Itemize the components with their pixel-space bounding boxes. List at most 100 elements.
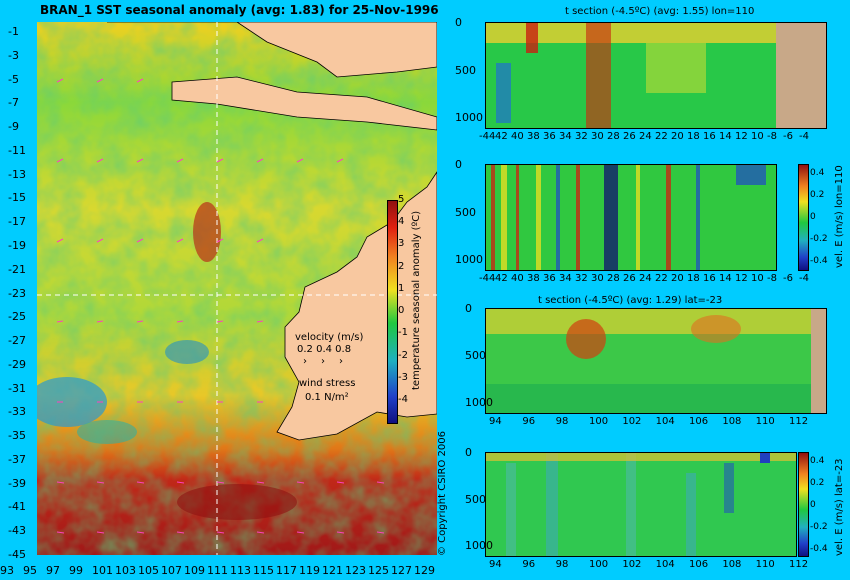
sst-colorbar-tick: -4 (398, 394, 408, 405)
latitude-tick: -17 (8, 215, 26, 229)
longitude-tick: 125 (368, 564, 389, 577)
section-x-tick: 10 (751, 273, 764, 284)
sst-colorbar-tick: 2 (398, 260, 405, 272)
section-x-tick: -4 (799, 273, 809, 284)
latitude-tick: -39 (8, 476, 26, 490)
section-x-tick: 104 (655, 416, 675, 427)
latitude-tick: -13 (8, 167, 26, 181)
section-x-tick: 16 (703, 273, 716, 284)
sst-colorbar-tick: 0 (398, 305, 405, 317)
latitude-tick: -23 (8, 286, 26, 300)
latitude-tick: -41 (8, 500, 26, 514)
longitude-tick: 111 (207, 564, 228, 577)
section-x-tick: 10 (751, 131, 764, 142)
vel-colorbar-tick: 0 (810, 212, 816, 222)
section-x-tick: 38 (527, 273, 540, 284)
vel-colorbar-tick: 0 (810, 500, 816, 510)
section-x-tick: 18 (687, 273, 700, 284)
land-java (171, 76, 437, 131)
section-panel-2-canvas (486, 165, 776, 270)
vel-colorbar-1-label: vel. E (m/s) lon=110 (834, 165, 845, 268)
vel-colorbar-tick: 0.2 (810, 190, 825, 200)
latitude-tick: -43 (8, 524, 26, 538)
latitude-tick: -21 (8, 262, 26, 276)
section-x-tick: 98 (555, 416, 569, 427)
longitude-tick: 109 (184, 564, 205, 577)
vel-colorbar-2-label: vel. E (m/s) lat=-23 (834, 458, 845, 556)
section-panel-1-canvas (486, 23, 826, 128)
vel-colorbar-2 (798, 452, 809, 557)
sst-anomaly-map: velocity (m/s) 0.2 0.4 0.8 ››› wind stre… (37, 22, 437, 555)
section-x-tick: -44 (479, 131, 496, 142)
section-x-tick: 104 (655, 559, 675, 570)
section-x-tick: -44 (479, 273, 496, 284)
depth-tick: 0 (465, 302, 472, 315)
section-x-tick: 106 (689, 416, 709, 427)
section-x-tick: 102 (622, 559, 642, 570)
longitude-tick: 99 (69, 564, 83, 577)
sst-colorbar-tick: 4 (398, 216, 405, 228)
section-x-tick: 20 (671, 273, 684, 284)
sst-colorbar-tick: -3 (398, 371, 408, 383)
latitude-tick: -1 (8, 25, 19, 38)
depth-tick: 0 (455, 158, 462, 171)
wind-legend-label: wind stress (299, 378, 356, 389)
section-x-tick: 12 (735, 131, 748, 142)
section-x-tick: -6 (783, 131, 793, 142)
latitude-tick: -29 (8, 357, 26, 371)
land-north (107, 22, 437, 78)
section-x-tick: 24 (639, 131, 652, 142)
sst-colorbar-label: temperature seasonal anomaly (ºC) (411, 210, 422, 390)
section-x-tick: 40 (511, 273, 524, 284)
latitude-tick: -37 (8, 452, 26, 466)
section-x-tick: 36 (543, 273, 556, 284)
section-x-tick: 42 (495, 131, 508, 142)
longitude-tick: 129 (414, 564, 435, 577)
section-x-tick: 34 (559, 273, 572, 284)
section-x-tick: 14 (719, 273, 732, 284)
sst-colorbar-tick: -1 (398, 327, 408, 339)
longitude-tick: 121 (322, 564, 343, 577)
section-x-tick: 40 (511, 131, 524, 142)
section-x-tick: 110 (755, 416, 775, 427)
copyright-text: © Copyright CSIRO 2006 (437, 431, 448, 556)
vel-colorbar-tick: 0.4 (810, 456, 825, 466)
vel-colorbar-tick: -0.4 (810, 544, 828, 554)
section-x-tick: 26 (623, 273, 636, 284)
longitude-tick: 127 (391, 564, 412, 577)
section-x-tick: 30 (591, 131, 604, 142)
section-x-tick: 22 (655, 273, 668, 284)
section-panel-4-canvas (486, 453, 796, 556)
section-x-tick: 28 (607, 131, 620, 142)
longitude-tick: 123 (345, 564, 366, 577)
latitude-tick: -15 (8, 191, 26, 205)
panel-3-title: t section (-4.5ºC) (avg: 1.29) lat=-23 (538, 295, 723, 306)
velocity-legend-label: velocity (m/s) (295, 332, 364, 343)
warm-eddy (193, 202, 221, 262)
latitude-tick: -7 (8, 96, 19, 110)
section-x-tick: 94 (489, 416, 502, 427)
panel-1-title: t section (-4.5ºC) (avg: 1.55) lon=110 (565, 6, 755, 17)
sst-colorbar-tick: -2 (398, 349, 408, 361)
section-x-tick: 110 (755, 559, 775, 570)
latitude-tick: -35 (8, 429, 26, 443)
latitude-tick: -5 (8, 72, 19, 86)
vel-colorbar-tick: -0.2 (810, 234, 828, 244)
section-panel-4 (485, 452, 797, 557)
section-x-tick: 18 (687, 131, 700, 142)
map-title: BRAN_1 SST seasonal anomaly (avg: 1.83) … (40, 3, 439, 17)
section-x-tick: 38 (527, 131, 540, 142)
longitude-tick: 119 (299, 564, 320, 577)
section-x-tick: 100 (589, 416, 609, 427)
depth-tick: 1000 (455, 253, 483, 266)
vel-colorbar-tick: -0.4 (810, 256, 828, 266)
sst-colorbar-tick: 3 (398, 238, 405, 250)
sst-colorbar-tick: 1 (398, 282, 405, 294)
section-x-tick: 30 (591, 273, 604, 284)
section-x-tick: -8 (767, 273, 777, 284)
vel-colorbar-tick: 0.2 (810, 478, 825, 488)
section-x-tick: -8 (767, 131, 777, 142)
section-x-tick: 106 (689, 559, 709, 570)
vel-colorbar-1 (798, 164, 809, 271)
section-x-tick: 42 (495, 273, 508, 284)
